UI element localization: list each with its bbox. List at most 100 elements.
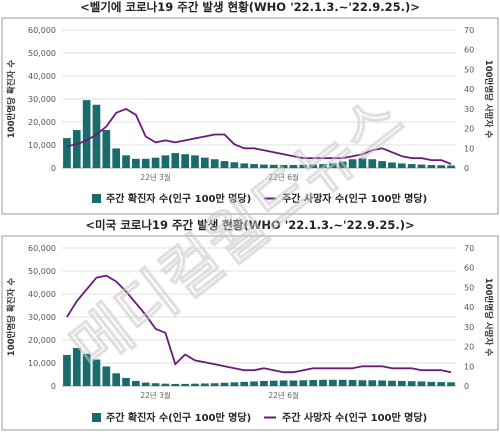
y2-tick-label: 10 <box>464 362 474 371</box>
bar <box>437 382 445 386</box>
bar <box>122 378 130 386</box>
bar <box>162 384 170 386</box>
bar <box>240 163 248 168</box>
y-axis-label: 100만명당 확진자 수 <box>6 60 17 139</box>
bar <box>418 165 426 168</box>
bar <box>132 159 140 168</box>
bar <box>428 382 436 386</box>
bar <box>428 165 436 168</box>
bar <box>191 384 199 386</box>
bar <box>211 159 219 168</box>
bar <box>408 164 416 168</box>
bar <box>201 383 209 386</box>
bar <box>250 164 258 168</box>
bar <box>299 380 307 386</box>
y2-tick-label: 30 <box>464 323 474 332</box>
y2-axis-label: 100만명당 사망자 수 <box>483 278 494 357</box>
y2-tick-label: 70 <box>464 244 474 253</box>
bar <box>231 382 239 386</box>
bar <box>250 381 258 386</box>
bar <box>349 380 357 386</box>
chart-title: <벨기에 코로나19 주간 발생 현황(WHO '22.1.3.~'22.9.2… <box>80 0 420 14</box>
bar <box>211 383 219 386</box>
y-tick-label: 50,000 <box>28 267 56 276</box>
bar <box>388 162 396 168</box>
y2-tick-label: 70 <box>464 26 474 35</box>
bar <box>270 381 278 386</box>
bar <box>447 165 455 168</box>
y-tick-label: 30,000 <box>28 313 56 322</box>
bar <box>171 153 179 168</box>
y-tick-label: 40,000 <box>28 72 56 81</box>
y2-tick-label: 50 <box>464 65 474 74</box>
bar <box>132 381 140 386</box>
legend-bar-swatch <box>92 194 101 203</box>
y-tick-label: 10,000 <box>28 141 56 150</box>
bar <box>368 380 376 386</box>
y2-tick-label: 40 <box>464 303 474 312</box>
y2-tick-label: 20 <box>464 125 474 134</box>
legend-line-label: 주간 사망자 수(인구 100만 명당) <box>282 411 427 424</box>
y-tick-label: 20,000 <box>28 118 56 127</box>
bar <box>201 158 209 168</box>
y2-tick-label: 40 <box>464 85 474 94</box>
y2-tick-label: 60 <box>464 264 474 273</box>
bar <box>102 130 110 168</box>
bar <box>181 154 189 168</box>
bar <box>162 155 170 168</box>
bar <box>437 165 445 168</box>
y2-tick-label: 20 <box>464 343 474 352</box>
bar <box>388 381 396 386</box>
bar <box>319 380 327 386</box>
y2-tick-label: 50 <box>464 283 474 292</box>
x-tick-label: 22년 6월 <box>268 390 299 400</box>
bar <box>63 138 71 168</box>
bar <box>83 100 91 168</box>
y2-tick-label: 0 <box>464 164 469 173</box>
bar <box>181 384 189 386</box>
bar <box>142 159 150 168</box>
y2-tick-label: 30 <box>464 105 474 114</box>
bar <box>280 380 288 386</box>
y-tick-label: 0 <box>51 382 56 391</box>
y-tick-label: 20,000 <box>28 336 56 345</box>
y-tick-label: 50,000 <box>28 49 56 58</box>
bar <box>359 380 367 386</box>
bar <box>191 155 199 168</box>
legend-bar-label: 주간 확진자 수(인구 100만 명당) <box>106 411 251 424</box>
y2-tick-label: 10 <box>464 144 474 153</box>
legend: 주간 확진자 수(인구 100만 명당) 주간 사망자 수(인구 100만 명당) <box>92 411 427 424</box>
x-tick-label: 22년 3월 <box>140 390 171 400</box>
legend-bar-swatch <box>92 413 101 422</box>
bar <box>447 382 455 386</box>
y-tick-label: 10,000 <box>28 359 56 368</box>
bar <box>398 381 406 386</box>
bar <box>122 155 130 168</box>
y-tick-label: 0 <box>51 164 56 173</box>
watermark-text: 메디컬월드뉴스 <box>57 81 417 384</box>
y2-tick-label: 60 <box>464 46 474 55</box>
bar <box>339 380 347 386</box>
y-tick-label: 60,000 <box>28 244 56 253</box>
bar <box>112 148 120 168</box>
bar <box>309 380 317 386</box>
bar <box>73 130 81 168</box>
bar <box>142 383 150 386</box>
bar <box>152 383 160 386</box>
bar <box>408 381 416 386</box>
y-tick-label: 40,000 <box>28 290 56 299</box>
bar <box>290 380 298 386</box>
bar <box>329 380 337 386</box>
bar <box>221 161 229 168</box>
bar <box>418 381 426 386</box>
bar <box>152 158 160 168</box>
bar <box>63 355 71 386</box>
y-tick-label: 60,000 <box>28 26 56 35</box>
y-tick-label: 30,000 <box>28 95 56 104</box>
x-tick-label: 22년 3월 <box>140 172 171 182</box>
bar <box>378 380 386 386</box>
bar <box>398 163 406 168</box>
y2-tick-label: 0 <box>464 382 469 391</box>
